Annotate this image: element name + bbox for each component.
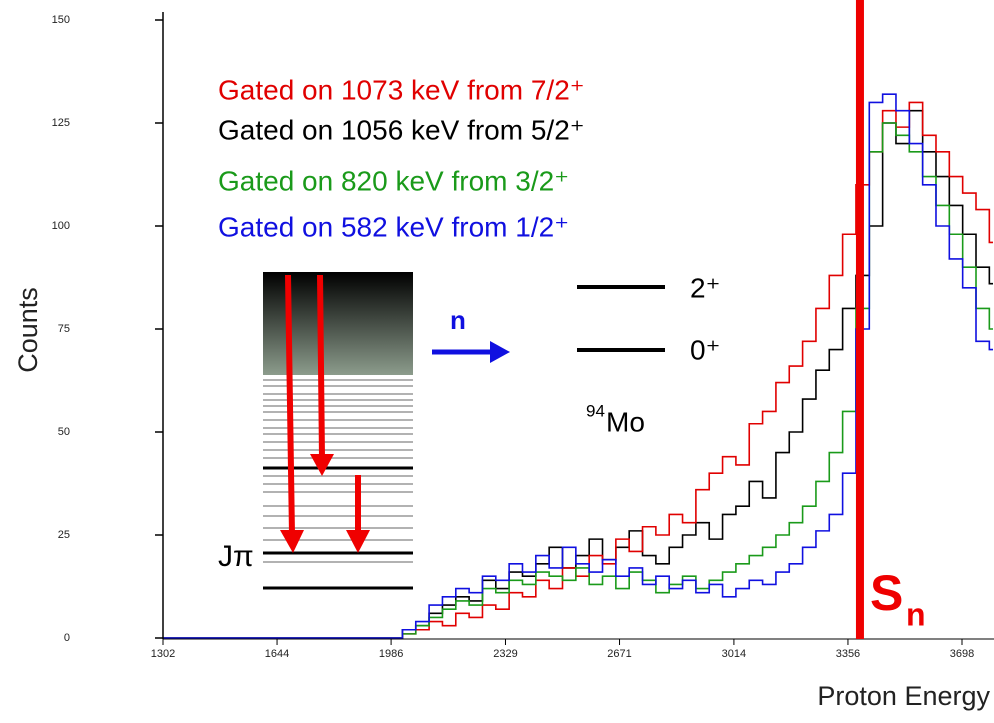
level-scheme: Jπ n 2⁺ 0⁺ 94 Mo [218,272,720,590]
series-line [163,122,994,639]
threshold-symbol: S [870,565,903,621]
level-label: 0⁺ [690,334,720,365]
y-tick-label: 75 [58,323,70,335]
series-line [163,109,994,639]
level-label: 2⁺ [690,272,720,303]
y-tick-label: 50 [58,426,70,438]
legend-entry: Gated on 820 keV from 3/2⁺ [218,165,569,196]
series-line [163,101,994,639]
x-tick-label: 2329 [493,648,517,660]
neutron-arrowhead [490,341,510,363]
y-tick-label: 150 [52,14,70,26]
series-line [163,93,994,639]
y-axis-label: Counts [13,287,43,373]
plot-area [163,93,994,639]
y-tick-label: 100 [52,220,70,232]
x-tick-label: 1302 [151,648,175,660]
y-tick-label: 125 [52,117,70,129]
legend-entry: Gated on 582 keV from 1/2⁺ [218,211,569,242]
y-tick-label: 0 [64,632,70,644]
legend-entry: Gated on 1073 keV from 7/2⁺ [218,74,585,105]
x-tick-label: 1986 [379,648,403,660]
x-tick-label: 1644 [265,648,289,660]
neutron-label: n [450,305,466,335]
y-tick-label: 25 [58,529,70,541]
threshold-subscript: n [906,596,926,632]
x-tick-label: 3356 [836,648,860,660]
x-axis-label: Proton Energy [817,681,990,711]
nucleus-mass: 94 [586,401,605,420]
x-tick-label: 3014 [722,648,746,660]
legend-entry: Gated on 1056 keV from 5/2⁺ [218,114,585,145]
nucleus-label: Mo [606,406,645,437]
legend: Gated on 1073 keV from 7/2⁺ Gated on 1056… [218,74,585,242]
x-tick-label: 2671 [607,648,631,660]
x-tick-label: 3698 [950,648,974,660]
spin-label: Jπ [218,540,254,573]
gamma-arrows [280,274,370,553]
